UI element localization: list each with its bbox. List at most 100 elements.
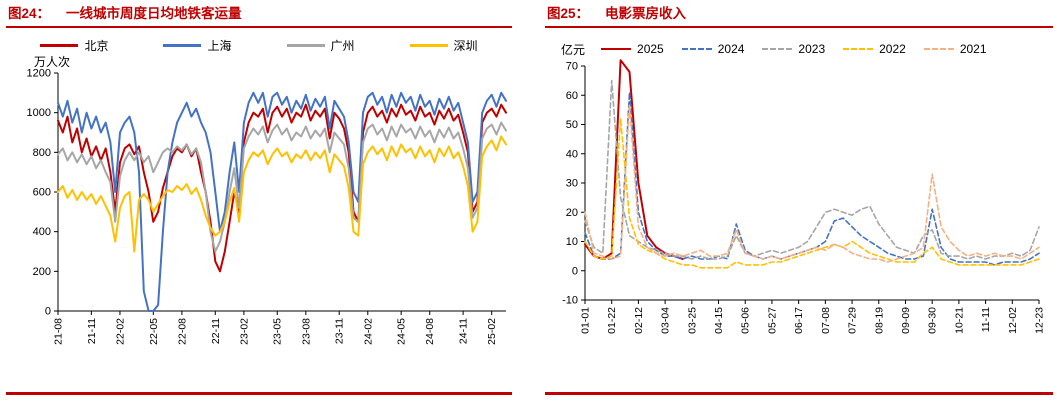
svg-text:0: 0 bbox=[45, 306, 51, 318]
svg-text:70: 70 bbox=[566, 61, 578, 73]
svg-text:05-27: 05-27 bbox=[766, 307, 778, 334]
header-rule bbox=[545, 26, 1053, 28]
svg-text:50: 50 bbox=[566, 119, 578, 131]
svg-text:03-25: 03-25 bbox=[686, 307, 698, 334]
subway-line-chart: 0 200 400 600 800 1000 1200 21-08 21-11 22-02 22-0… bbox=[27, 68, 507, 345]
legend-label: 北京 bbox=[84, 38, 109, 53]
legend-item-2022: 2022 bbox=[843, 42, 906, 56]
svg-text:23-05: 23-05 bbox=[272, 318, 284, 345]
series-上海 bbox=[57, 91, 507, 312]
svg-text:40: 40 bbox=[566, 148, 578, 160]
panel-subway: 图24： 一线城市周度日均地铁客运量 北京 上海 广州 深圳 万人次 0 200 400 6… bbox=[6, 5, 512, 395]
legend-item-上海: 上海 bbox=[163, 37, 232, 54]
legend-label: 2025 bbox=[637, 42, 664, 56]
footer-rule bbox=[545, 392, 1053, 395]
legend-item-深圳: 深圳 bbox=[409, 37, 478, 54]
figure-tag: 图24： bbox=[8, 6, 51, 21]
svg-text:10: 10 bbox=[566, 236, 578, 248]
legend-swatch bbox=[681, 48, 712, 50]
legend-swatch bbox=[601, 48, 632, 50]
y-axis: 0 200 400 600 800 1000 1200 bbox=[27, 68, 59, 318]
legend-swatch bbox=[409, 43, 448, 47]
svg-text:01-22: 01-22 bbox=[606, 307, 618, 334]
header-rule bbox=[6, 26, 512, 28]
svg-text:09-09: 09-09 bbox=[900, 307, 912, 334]
svg-text:01-01: 01-01 bbox=[580, 307, 592, 334]
svg-text:12-23: 12-23 bbox=[1034, 307, 1046, 334]
svg-text:-10: -10 bbox=[562, 295, 578, 307]
svg-text:12-02: 12-02 bbox=[1007, 307, 1019, 334]
svg-text:07-29: 07-29 bbox=[847, 307, 859, 334]
svg-text:24-05: 24-05 bbox=[396, 318, 408, 345]
series-2021 bbox=[584, 103, 1040, 263]
legend-subway: 北京 上海 广州 深圳 bbox=[6, 37, 512, 53]
svg-text:30: 30 bbox=[566, 178, 578, 190]
svg-text:24-02: 24-02 bbox=[362, 318, 374, 345]
svg-text:1200: 1200 bbox=[27, 69, 51, 80]
chart-title-boxoffice: 图25： 电影票房收入 bbox=[545, 5, 1053, 23]
x-axis: 21-08 21-11 22-02 22-05 22-08 22-11 23-02 23-05… bbox=[53, 310, 506, 345]
series-2024 bbox=[584, 91, 1040, 266]
svg-text:1000: 1000 bbox=[27, 107, 51, 119]
svg-text:600: 600 bbox=[33, 187, 51, 199]
boxoffice-line-chart: -10 0 10 20 30 40 50 60 70 01-01 01-22 02-12 03-04 03… bbox=[562, 59, 1046, 334]
svg-text:24-08: 24-08 bbox=[424, 318, 436, 345]
legend-swatch bbox=[843, 48, 874, 50]
legend-item-2023: 2023 bbox=[762, 42, 825, 56]
svg-text:400: 400 bbox=[33, 226, 51, 238]
legend-swatch bbox=[762, 48, 793, 50]
legend-swatch bbox=[40, 43, 79, 47]
svg-text:04-15: 04-15 bbox=[713, 307, 725, 334]
footer-rule bbox=[6, 392, 512, 395]
legend-label: 上海 bbox=[207, 38, 232, 53]
svg-text:10-21: 10-21 bbox=[953, 307, 965, 334]
svg-text:22-05: 22-05 bbox=[148, 318, 160, 345]
series-广州 bbox=[57, 121, 507, 253]
svg-text:07-08: 07-08 bbox=[820, 307, 832, 334]
svg-text:05-06: 05-06 bbox=[740, 307, 752, 334]
svg-text:22-11: 22-11 bbox=[210, 318, 222, 344]
svg-text:0: 0 bbox=[572, 265, 578, 277]
svg-text:24-11: 24-11 bbox=[458, 318, 470, 344]
series-2023 bbox=[584, 79, 1040, 260]
x-axis: 01-01 01-22 02-12 03-04 03-25 04-15 05-06 05-27… bbox=[580, 299, 1046, 334]
svg-text:11-11: 11-11 bbox=[980, 307, 992, 332]
svg-text:60: 60 bbox=[566, 90, 578, 102]
legend-item-2021: 2021 bbox=[923, 42, 987, 56]
svg-text:21-08: 21-08 bbox=[53, 318, 65, 345]
svg-text:23-11: 23-11 bbox=[334, 318, 346, 344]
y-axis: -10 0 10 20 30 40 50 60 70 bbox=[562, 61, 586, 307]
svg-text:25-02: 25-02 bbox=[486, 318, 498, 345]
svg-text:03-04: 03-04 bbox=[660, 307, 672, 334]
legend-label: 深圳 bbox=[453, 38, 478, 53]
svg-text:08-19: 08-19 bbox=[873, 307, 885, 334]
y-axis-unit-subway: 万人次 bbox=[34, 55, 71, 69]
svg-text:22-02: 22-02 bbox=[114, 318, 126, 345]
legend-swatch bbox=[923, 48, 954, 50]
series-北京 bbox=[57, 103, 507, 273]
svg-text:21-11: 21-11 bbox=[86, 318, 98, 344]
legend-boxoffice: 2025 2024 2023 2022 2021 bbox=[601, 42, 987, 56]
svg-text:09-30: 09-30 bbox=[927, 307, 939, 334]
series-深圳 bbox=[57, 135, 507, 253]
legend-label: 广州 bbox=[330, 38, 355, 53]
unit-legend-row: 亿元 2025 2024 2023 2022 2021 bbox=[545, 40, 1053, 58]
panel-boxoffice: 图25： 电影票房收入 亿元 2025 2024 2023 2022 2021 -10 0… bbox=[545, 5, 1053, 395]
legend-swatch bbox=[286, 43, 325, 47]
figure-title: 电影票房收入 bbox=[605, 6, 687, 21]
legend-swatch bbox=[163, 43, 202, 47]
figure-tag: 图25： bbox=[547, 6, 590, 21]
chart-title-subway: 图24： 一线城市周度日均地铁客运量 bbox=[6, 5, 512, 23]
legend-label: 2022 bbox=[879, 42, 906, 56]
legend-item-2025: 2025 bbox=[601, 42, 664, 56]
svg-text:23-08: 23-08 bbox=[300, 318, 312, 345]
legend-label: 2024 bbox=[717, 42, 745, 56]
legend-item-2024: 2024 bbox=[681, 42, 745, 56]
svg-text:23-02: 23-02 bbox=[238, 318, 250, 345]
legend-item-北京: 北京 bbox=[40, 37, 108, 54]
y-axis-unit-boxoffice: 亿元 bbox=[561, 42, 586, 57]
legend-label: 2021 bbox=[959, 42, 987, 56]
legend-label: 2023 bbox=[798, 42, 826, 56]
svg-text:20: 20 bbox=[566, 207, 578, 219]
